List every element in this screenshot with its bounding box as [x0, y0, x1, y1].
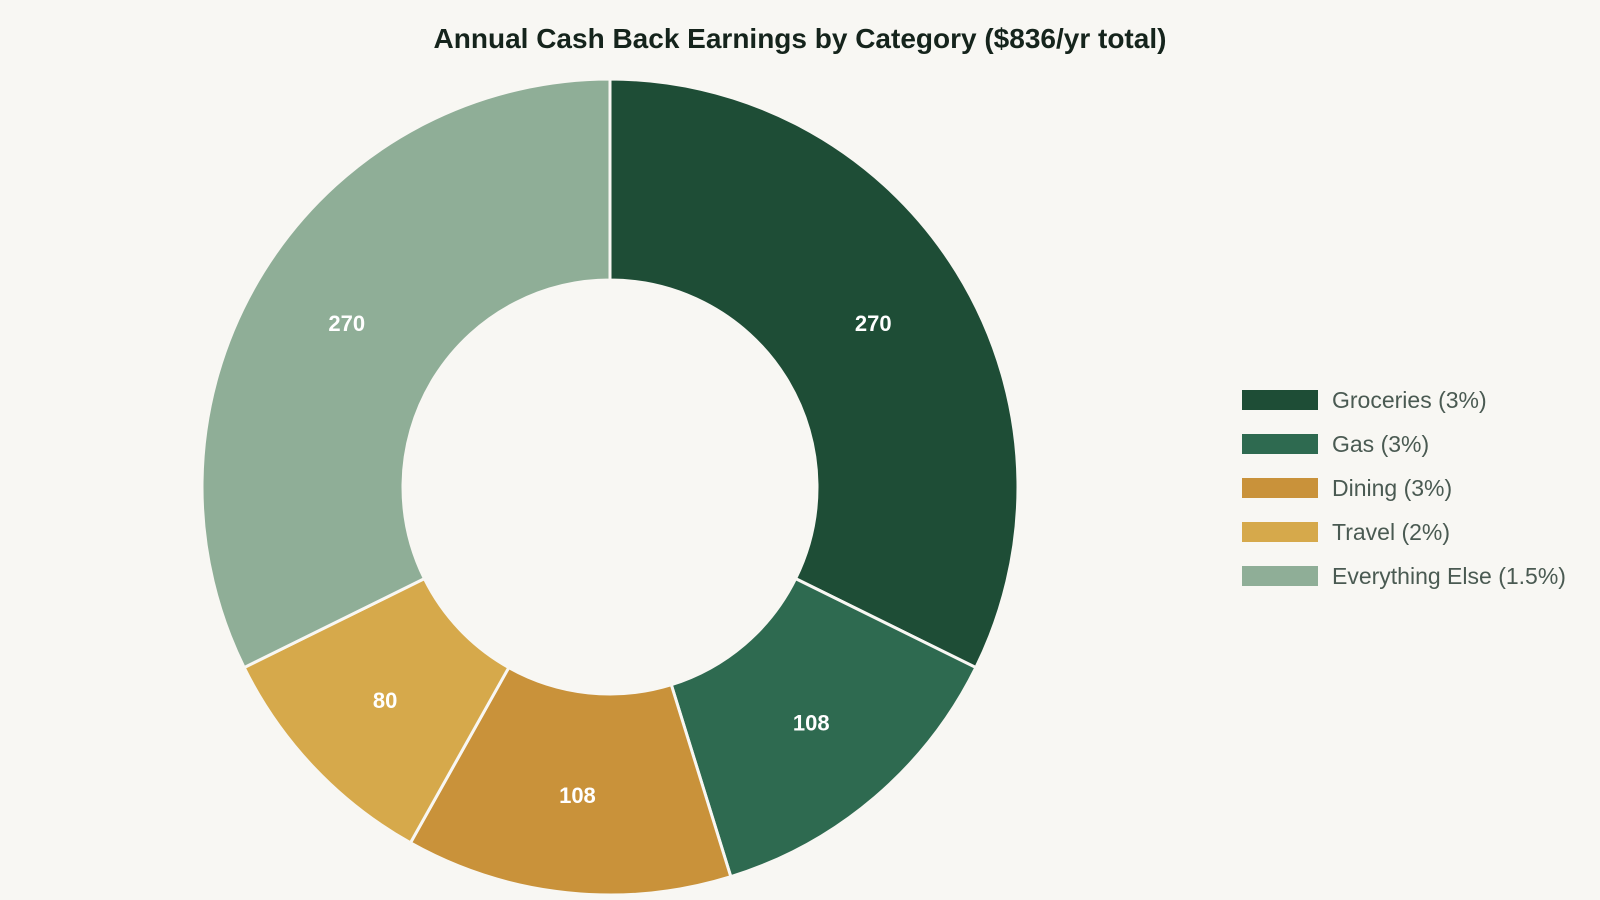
- data-label-everything-else-1-5: 270: [328, 311, 365, 336]
- legend-swatch-groceries-3: [1242, 390, 1318, 410]
- data-label-travel-2: 80: [373, 688, 397, 713]
- data-label-dining-3: 108: [559, 783, 596, 808]
- slice-labels: 270 108 108 80 270: [328, 311, 891, 808]
- legend-label-gas-3: Gas (3%): [1332, 431, 1429, 457]
- legend-swatch-dining-3: [1242, 478, 1318, 498]
- legend-label-groceries-3: Groceries (3%): [1332, 387, 1487, 413]
- chart-title: Annual Cash Back Earnings by Category ($…: [434, 23, 1167, 54]
- legend-swatch-gas-3: [1242, 434, 1318, 454]
- data-label-gas-3: 108: [793, 710, 830, 735]
- legend-label-travel-2: Travel (2%): [1332, 519, 1450, 545]
- legend-swatch-travel-2: [1242, 522, 1318, 542]
- donut-slices: [200, 77, 1020, 897]
- data-label-groceries-3: 270: [855, 311, 892, 336]
- legend-label-everything-else-1-5: Everything Else (1.5%): [1332, 563, 1566, 589]
- chart-legend: Groceries (3%) Gas (3%) Dining (3%) Travel …: [1242, 387, 1566, 589]
- slice-everything-else-1-5: [200, 77, 612, 670]
- slice-dining-3: [408, 665, 733, 897]
- slice-groceries-3: [608, 77, 1020, 670]
- legend-swatch-everything-else-1-5: [1242, 566, 1318, 586]
- slice-gas-3: [669, 576, 978, 879]
- legend-label-dining-3: Dining (3%): [1332, 475, 1452, 501]
